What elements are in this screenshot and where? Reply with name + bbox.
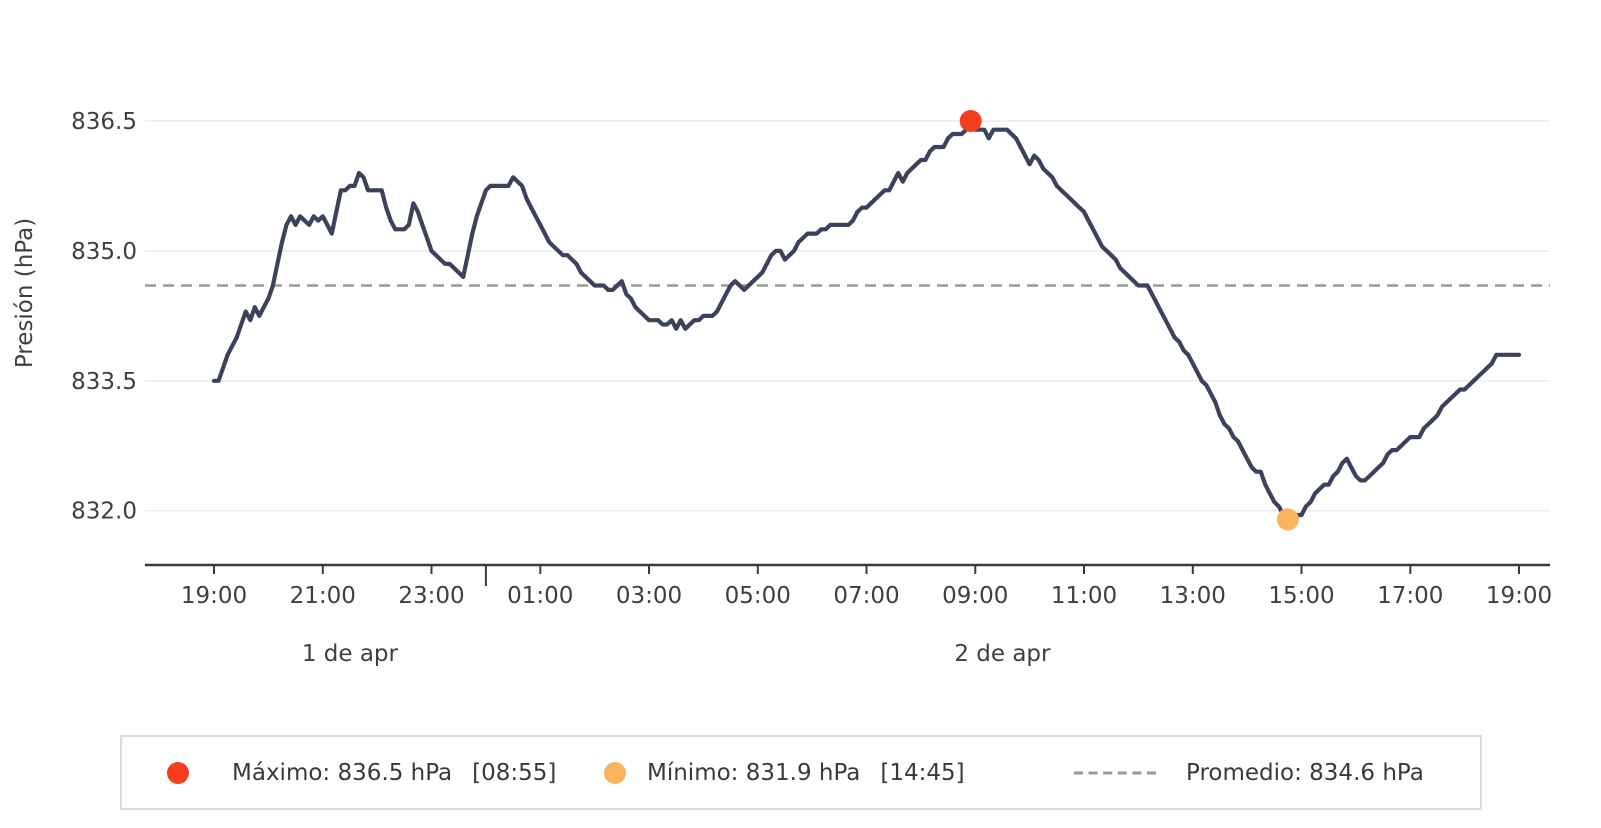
- gridlines: 836.5 835.0 833.5 832.0: [71, 109, 1550, 525]
- legend-minimum-label: Mínimo: 831.9 hPa: [647, 759, 861, 786]
- y-tick-label: 836.5: [71, 109, 137, 135]
- x-tick-label: 13:00: [1160, 583, 1226, 609]
- pressure-series-line: [211, 118, 1522, 522]
- x-tick-label: 21:00: [290, 583, 356, 609]
- x-tick-label: 17:00: [1377, 583, 1443, 609]
- maximum-point-dot: [959, 110, 982, 132]
- y-axis-title-group: Presión (hPa): [12, 218, 38, 368]
- x-tick-label: 09:00: [942, 583, 1008, 609]
- minimum-dot-icon: [604, 761, 626, 784]
- maximum-dot-icon: [167, 761, 189, 784]
- x-tick-label: 01:00: [507, 583, 573, 609]
- x-tick-label: 23:00: [398, 583, 464, 609]
- x-tick-label: 05:00: [725, 583, 791, 609]
- minimum-point-dot: [1276, 508, 1299, 531]
- pressure-line-chart: 836.5 835.0 833.5 832.0 19:00 21:00 23:00 01:0…: [12, 109, 1552, 667]
- x-axis: 19:00 21:00 23:00 01:00 03:00 05:00 07:00 09:00…: [145, 563, 1552, 667]
- pressure-polyline: [211, 118, 1522, 522]
- dashed-line-icon: [1074, 771, 1158, 774]
- y-axis-title: Presión (hPa): [12, 218, 38, 368]
- x-tick-label: 19:00: [1486, 583, 1552, 609]
- legend-average-label: Promedio: 834.6 hPa: [1186, 759, 1424, 786]
- y-tick-label: 835.0: [71, 239, 137, 265]
- legend-item-average: Promedio: 834.6 hPa: [1074, 737, 1424, 808]
- y-tick-label: 833.5: [71, 369, 137, 395]
- extreme-point-markers: [959, 110, 1299, 531]
- x-tick-label: 11:00: [1051, 583, 1117, 609]
- legend-maximum-time: [08:55]: [472, 759, 557, 786]
- legend-item-minimum: Mínimo: 831.9 hPa [14:45]: [604, 737, 965, 808]
- x-tick-label: 15:00: [1268, 583, 1334, 609]
- legend-maximum-label: Máximo: 836.5 hPa: [232, 759, 453, 786]
- x-tick-label: 07:00: [833, 583, 899, 609]
- legend-item-maximum: Máximo: 836.5 hPa [08:55]: [167, 737, 556, 808]
- legend-minimum-time: [14:45]: [880, 759, 965, 786]
- x-tick-label: 03:00: [616, 583, 682, 609]
- day-label: 1 de apr: [302, 641, 399, 667]
- y-tick-label: 832.0: [71, 499, 137, 525]
- day-label: 2 de apr: [954, 641, 1051, 667]
- chart-legend: Máximo: 836.5 hPa [08:55] Mínimo: 831.9 …: [120, 735, 1482, 810]
- x-tick-label: 19:00: [181, 583, 247, 609]
